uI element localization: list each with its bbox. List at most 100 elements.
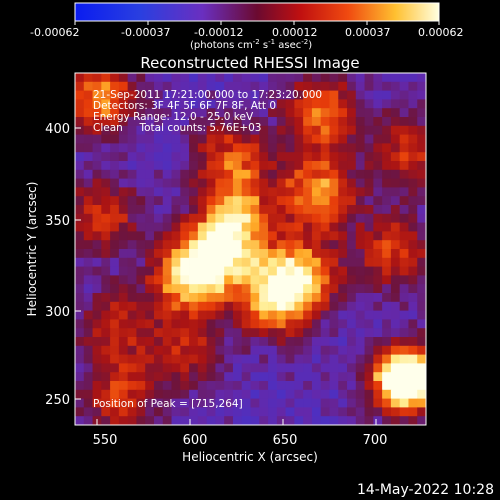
heatmap-cell: [110, 381, 120, 391]
heatmap-cell: [241, 416, 251, 426]
heatmap-cell: [338, 205, 348, 215]
heatmap-cell: [171, 337, 181, 347]
heatmap-cell: [382, 337, 392, 347]
heatmap-cell: [373, 310, 383, 320]
heatmap-cell: [276, 293, 287, 303]
heatmap-cell: [276, 187, 287, 197]
heatmap-cell: [136, 81, 146, 91]
heatmap-cell: [75, 301, 85, 311]
heatmap-cell: [180, 372, 190, 382]
heatmap-cell: [329, 99, 339, 109]
heatmap-cell: [294, 213, 304, 223]
heatmap-cell: [320, 293, 330, 303]
heatmap-cell: [373, 372, 383, 382]
heatmap-cell: [347, 345, 357, 355]
heatmap-cell: [294, 301, 304, 311]
heatmap-cell: [347, 293, 357, 303]
heatmap-cell: [390, 117, 401, 127]
heatmap-cell: [241, 257, 251, 267]
heatmap-cell: [232, 81, 243, 91]
heatmap-cell: [250, 108, 260, 118]
heatmap-cell: [259, 90, 269, 100]
heatmap-cell: [408, 354, 418, 364]
heatmap-cell: [162, 257, 172, 267]
heatmap-cell: [110, 205, 120, 215]
heatmap-cell: [399, 108, 409, 118]
heatmap-cell: [259, 407, 269, 417]
heatmap-cell: [417, 310, 427, 320]
heatmap-cell: [206, 108, 216, 118]
heatmap-cell: [373, 363, 383, 373]
heatmap-cell: [224, 275, 234, 285]
heatmap-cell: [408, 187, 418, 197]
heatmap-cell: [197, 205, 208, 215]
heatmap-cell: [206, 257, 216, 267]
heatmap-cell: [232, 213, 243, 223]
heatmap-cell: [408, 337, 418, 347]
heatmap-cell: [364, 363, 374, 373]
heatmap-cell: [127, 398, 137, 408]
heatmap-cell: [224, 337, 234, 347]
heatmap-cell: [101, 196, 111, 206]
heatmap-cell: [180, 213, 190, 223]
heatmap-cell: [110, 108, 120, 118]
heatmap-cell: [399, 257, 409, 267]
heatmap-cell: [110, 81, 120, 91]
heatmap-cell: [373, 275, 383, 285]
heatmap-cell: [311, 319, 322, 329]
heatmap-cell: [118, 354, 129, 364]
heatmap-cell: [364, 389, 374, 399]
heatmap-cell: [347, 257, 357, 267]
heatmap-cell: [338, 90, 348, 100]
heatmap-cell: [110, 222, 120, 232]
heatmap-cell: [206, 407, 216, 417]
heatmap-cell: [101, 143, 111, 153]
heatmap-cell: [180, 169, 190, 179]
heatmap-cell: [338, 354, 348, 364]
heatmap-cell: [145, 196, 155, 206]
heatmap-cell: [276, 319, 287, 329]
heatmap-cell: [241, 90, 251, 100]
heatmap-cell: [145, 389, 155, 399]
heatmap-cell: [215, 345, 225, 355]
heatmap-cell: [224, 81, 234, 91]
heatmap-cell: [127, 125, 137, 135]
heatmap-cell: [197, 187, 208, 197]
heatmap-cell: [364, 293, 374, 303]
heatmap-cell: [153, 108, 164, 118]
heatmap-cell: [294, 319, 304, 329]
heatmap-cell: [259, 310, 269, 320]
heatmap-cell: [101, 73, 111, 83]
heatmap-cell: [118, 345, 129, 355]
heatmap-cell: [399, 398, 409, 408]
heatmap-cell: [355, 205, 365, 215]
heatmap-cell: [382, 345, 392, 355]
heatmap-cell: [197, 196, 208, 206]
heatmap-cell: [92, 328, 102, 338]
heatmap-cell: [127, 134, 137, 144]
heatmap-cell: [390, 125, 401, 135]
heatmap-cell: [127, 363, 137, 373]
heatmap-cell: [303, 169, 313, 179]
heatmap-cell: [250, 222, 260, 232]
heatmap-cell: [224, 372, 234, 382]
heatmap-cell: [276, 381, 287, 391]
heatmap-cell: [338, 381, 348, 391]
heatmap-cell: [118, 231, 129, 241]
heatmap-cell: [145, 363, 155, 373]
heatmap-cell: [250, 240, 260, 250]
heatmap-cell: [329, 108, 339, 118]
heatmap-cell: [92, 73, 102, 83]
heatmap-cell: [162, 231, 172, 241]
heatmap-cell: [110, 257, 120, 267]
heatmap-cell: [118, 143, 129, 153]
heatmap-cell: [303, 319, 313, 329]
heatmap-cell: [92, 257, 102, 267]
heatmap-cell: [224, 99, 234, 109]
heatmap-cell: [189, 372, 199, 382]
heatmap-cell: [180, 161, 190, 171]
heatmap-cell: [136, 249, 146, 259]
heatmap-cell: [92, 381, 102, 391]
heatmap-cell: [171, 196, 181, 206]
heatmap-cell: [417, 81, 427, 91]
